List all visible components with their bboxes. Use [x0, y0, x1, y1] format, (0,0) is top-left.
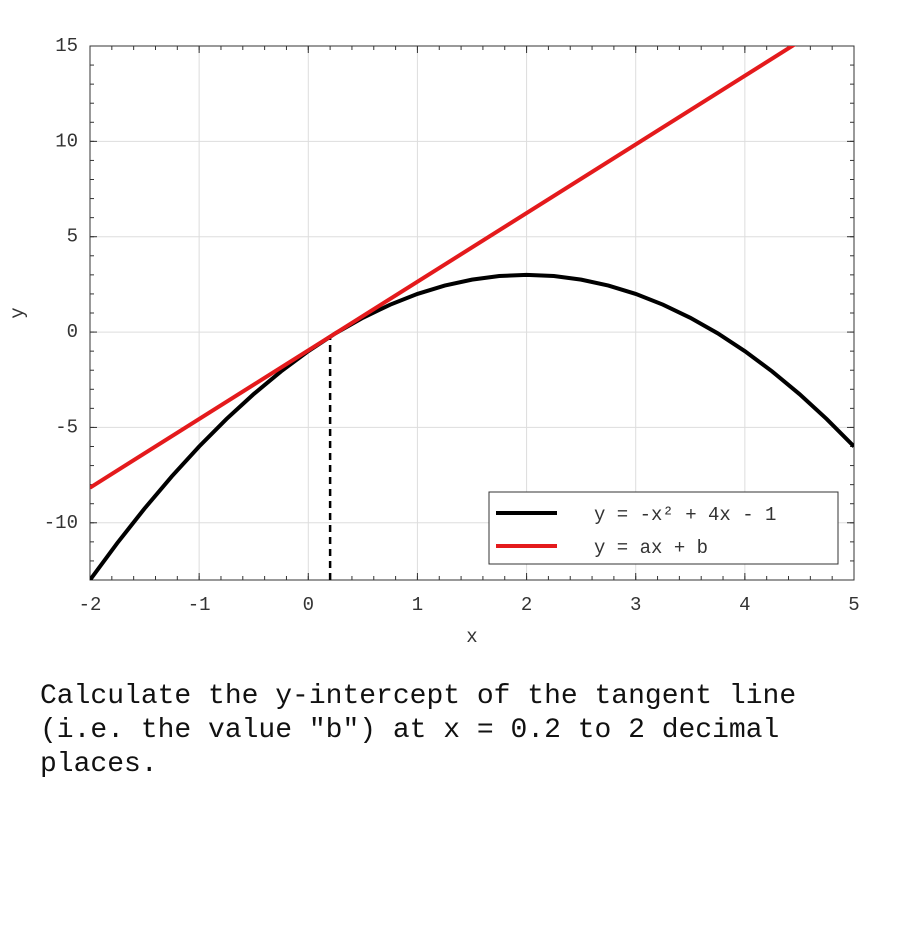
series-line [90, 272, 854, 580]
legend-label: y = ax + b [594, 537, 708, 559]
y-tick-label: -10 [44, 512, 78, 534]
y-tick-label: -5 [55, 416, 78, 438]
plot-area [90, 46, 854, 580]
legend-box [488, 491, 839, 565]
legend-label: y = -x² + 4x - 1 [594, 504, 776, 526]
x-axis-label: x [466, 626, 477, 648]
plot-frame [89, 45, 855, 581]
x-tick-label: -1 [188, 594, 211, 616]
y-tick-label: 15 [55, 35, 78, 57]
y-tick-label: 5 [67, 226, 78, 248]
x-tick-label: -2 [79, 594, 102, 616]
x-tick-label: 4 [739, 594, 750, 616]
y-tick-label: 0 [67, 321, 78, 343]
x-tick-label: 0 [303, 594, 314, 616]
x-tick-label: 3 [630, 594, 641, 616]
x-tick-label: 2 [521, 594, 532, 616]
x-tick-label: 1 [412, 594, 423, 616]
question-text: Calculate the y-intercept of the tangent… [40, 681, 797, 780]
series-line [90, 46, 796, 490]
y-tick-label: 10 [55, 130, 78, 152]
x-tick-label: 5 [848, 594, 859, 616]
y-axis-label: y [7, 307, 29, 318]
